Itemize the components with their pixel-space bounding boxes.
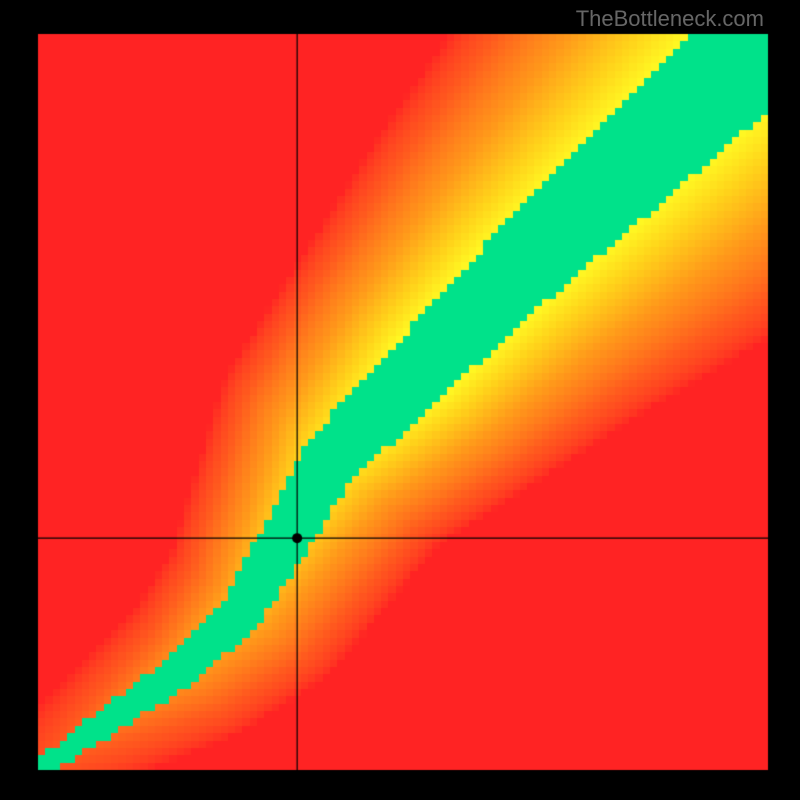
watermark-text: TheBottleneck.com <box>576 6 764 32</box>
bottleneck-heatmap <box>0 0 800 800</box>
chart-container: TheBottleneck.com <box>0 0 800 800</box>
